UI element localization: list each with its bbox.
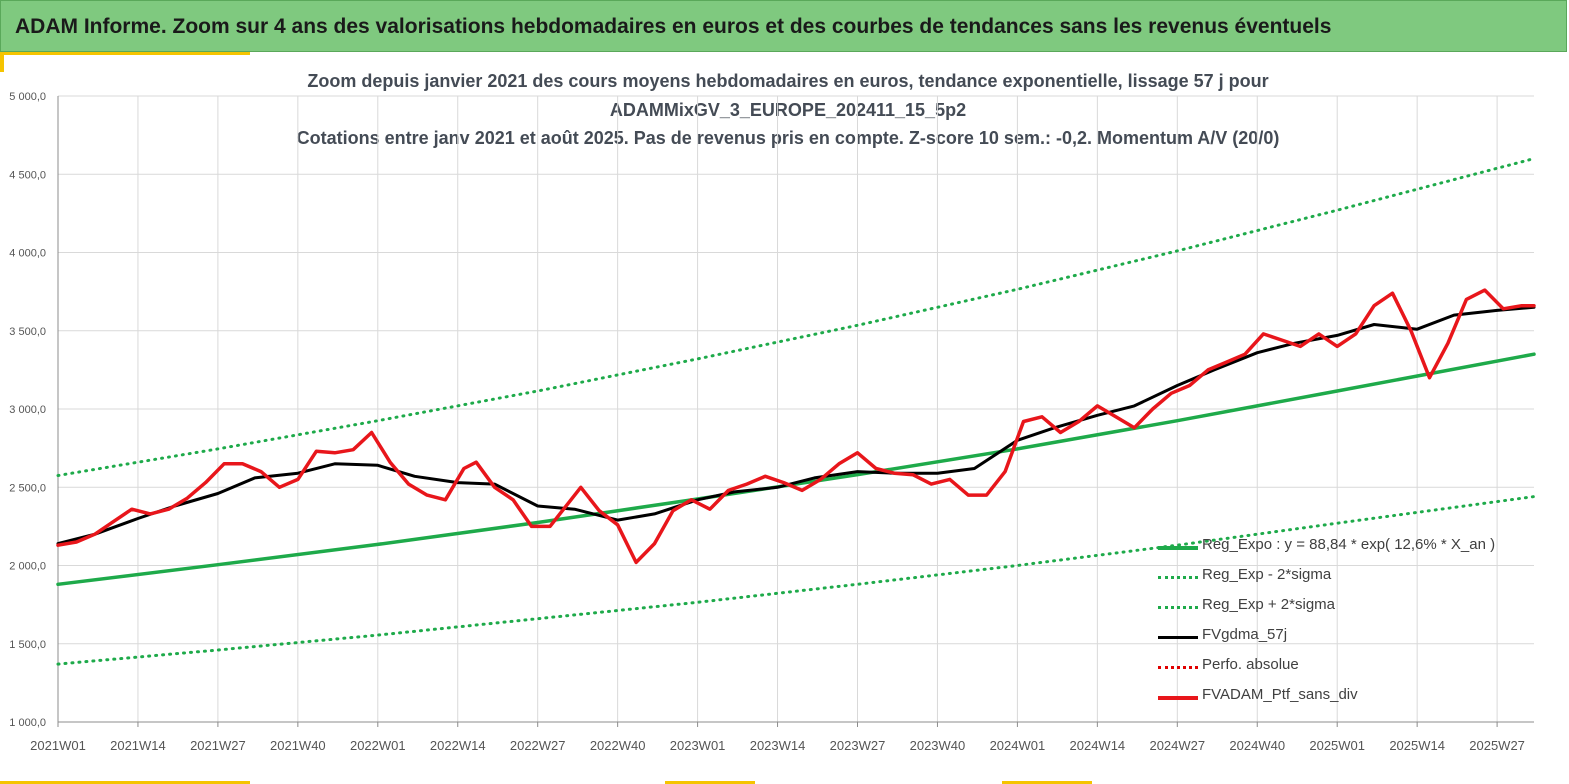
x-tick-label: 2023W40	[910, 738, 966, 753]
y-tick-label: 1 500,0	[9, 639, 46, 651]
chart-series	[56, 157, 1536, 666]
legend-label: Reg_Exp - 2*sigma	[1202, 566, 1332, 583]
legend-label: Perfo. absolue	[1202, 656, 1299, 673]
y-tick-label: 1 000,0	[9, 717, 46, 729]
series-line-fvadam-ptf-sans-div	[56, 288, 1536, 565]
chart-legend: Reg_Expo : y = 88,84 * exp( 12,6% * X_an…	[1158, 532, 1518, 712]
y-tick-label: 4 500,0	[9, 169, 46, 181]
x-tick-label: 2025W01	[1309, 738, 1365, 753]
chart-title-line-2: ADAMMixGV_3_EUROPE_202411_15_5p2	[609, 100, 967, 120]
legend-label: FVgdma_57j	[1202, 626, 1288, 643]
accent-bar-left	[0, 52, 4, 72]
chart-title-line-1: Zoom depuis janvier 2021 des cours moyen…	[307, 71, 1269, 91]
legend-label: Reg_Exp + 2*sigma	[1202, 596, 1335, 613]
legend-swatch	[1158, 666, 1198, 669]
y-tick-label: 2 000,0	[9, 561, 46, 573]
x-tick-label: 2021W40	[270, 738, 326, 753]
legend-item: Reg_Exp - 2*sigma	[1158, 562, 1518, 592]
x-tick-label: 2025W27	[1469, 738, 1525, 753]
x-tick-label: 2021W01	[30, 738, 86, 753]
series-line-fvgdma-57j	[56, 305, 1536, 546]
x-tick-label: 2025W14	[1389, 738, 1445, 753]
accent-bar-bottom-mid	[665, 781, 755, 784]
legend-swatch	[1158, 696, 1198, 700]
x-tick-label: 2023W27	[830, 738, 886, 753]
legend-swatch	[1158, 546, 1198, 550]
x-tick-label: 2021W14	[110, 738, 166, 753]
legend-label: FVADAM_Ptf_sans_div	[1202, 686, 1358, 703]
legend-item: Reg_Expo : y = 88,84 * exp( 12,6% * X_an…	[1158, 532, 1518, 562]
series-line-reg-exp-2-sigma	[56, 157, 1536, 477]
x-tick-label: 2024W01	[990, 738, 1046, 753]
x-tick-label: 2023W01	[670, 738, 726, 753]
legend-label: Reg_Expo : y = 88,84 * exp( 12,6% * X_an…	[1202, 536, 1496, 553]
x-tick-label: 2022W14	[430, 738, 486, 753]
legend-swatch	[1158, 636, 1198, 639]
chart-grid	[57, 95, 1534, 722]
x-tick-label: 2022W27	[510, 738, 566, 753]
header-banner: ADAM Informe. Zoom sur 4 ans des valoris…	[0, 0, 1567, 52]
legend-swatch	[1158, 606, 1198, 609]
x-tick-label: 2022W01	[350, 738, 406, 753]
y-tick-label: 2 500,0	[9, 482, 46, 494]
accent-bar-bottom-right	[1002, 781, 1092, 784]
x-tick-label: 2022W40	[590, 738, 646, 753]
y-tick-label: 3 000,0	[9, 404, 46, 416]
accent-bar-bottom	[0, 781, 250, 784]
y-tick-label: 4 000,0	[9, 248, 46, 260]
y-tick-label: 3 500,0	[9, 326, 46, 338]
legend-swatch	[1158, 576, 1198, 579]
x-tick-label: 2024W27	[1149, 738, 1205, 753]
legend-item: FVgdma_57j	[1158, 622, 1518, 652]
chart-title-line-3: Cotations entre janv 2021 et août 2025. …	[296, 128, 1280, 148]
x-tick-label: 2024W40	[1229, 738, 1285, 753]
accent-bar-top-left	[0, 52, 250, 55]
x-tick-label: 2024W14	[1070, 738, 1126, 753]
x-tick-label: 2023W14	[750, 738, 806, 753]
x-tick-label: 2021W27	[190, 738, 246, 753]
legend-item: Perfo. absolue	[1158, 652, 1518, 682]
y-tick-label: 5 000,0	[9, 91, 46, 103]
series-line-reg-exp-2-sigma	[56, 495, 1536, 666]
banner-title: ADAM Informe. Zoom sur 4 ans des valoris…	[15, 15, 1332, 38]
legend-item: FVADAM_Ptf_sans_div	[1158, 682, 1518, 712]
legend-item: Reg_Exp + 2*sigma	[1158, 592, 1518, 622]
chart-axes: 1 000,0 1 500,0 2 000,0 2 500,0 3 000,0 3 500…	[9, 91, 1534, 753]
